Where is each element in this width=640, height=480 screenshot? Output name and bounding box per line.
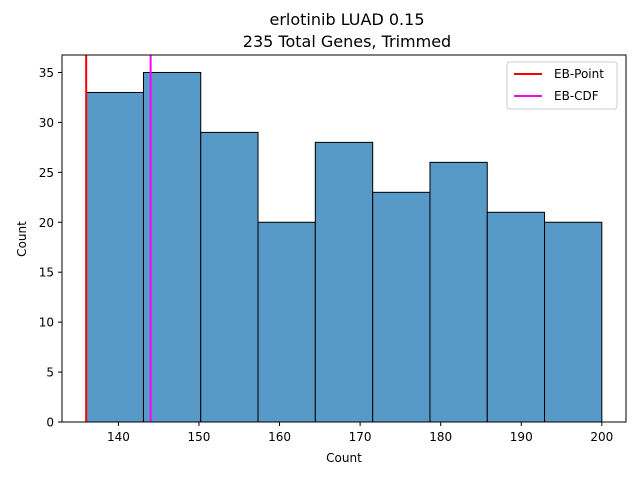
histogram-bar bbox=[544, 221, 603, 423]
histogram-bar bbox=[486, 211, 546, 423]
histogram-bar bbox=[200, 131, 259, 423]
x-tick-label: 180 bbox=[429, 430, 452, 444]
x-tick-label: 140 bbox=[107, 430, 130, 444]
y-axis-label: Count bbox=[15, 221, 29, 257]
chart-title-line2: 235 Total Genes, Trimmed bbox=[243, 32, 451, 51]
histogram-bar bbox=[85, 91, 144, 423]
bars-group bbox=[85, 71, 603, 423]
plot-frame bbox=[61, 54, 627, 423]
y-tick-label: 0 bbox=[46, 416, 54, 430]
legend: EB-Point EB-CDF bbox=[506, 61, 618, 110]
x-tick-label: 190 bbox=[510, 430, 533, 444]
y-tick-label: 20 bbox=[39, 216, 54, 230]
legend-entry-eb-point: EB-Point bbox=[554, 67, 604, 81]
x-tick-label: 160 bbox=[268, 430, 291, 444]
y-tick-label: 25 bbox=[39, 166, 54, 180]
histogram-bar bbox=[257, 221, 316, 423]
legend-entry-eb-cdf: EB-CDF bbox=[554, 89, 599, 103]
histogram-bar bbox=[142, 71, 202, 423]
histogram-bar bbox=[314, 141, 374, 423]
x-tick-label: 150 bbox=[188, 430, 211, 444]
histogram-bar bbox=[372, 191, 431, 423]
y-axis-ticks: 0 5 10 15 20 25 30 35 bbox=[39, 66, 62, 430]
y-tick-label: 5 bbox=[46, 366, 54, 380]
x-axis-ticks: 140 150 160 170 180 190 200 bbox=[107, 422, 613, 444]
y-tick-label: 35 bbox=[39, 66, 54, 80]
x-tick-label: 170 bbox=[349, 430, 372, 444]
reference-lines-group bbox=[85, 55, 152, 422]
y-tick-label: 10 bbox=[39, 316, 54, 330]
y-tick-label: 15 bbox=[39, 266, 54, 280]
histogram-bar bbox=[429, 161, 488, 423]
x-tick-label: 200 bbox=[590, 430, 613, 444]
chart-title-line1: erlotinib LUAD 0.15 bbox=[269, 10, 424, 29]
y-tick-label: 30 bbox=[39, 116, 54, 130]
x-axis-label: Count bbox=[326, 451, 362, 465]
